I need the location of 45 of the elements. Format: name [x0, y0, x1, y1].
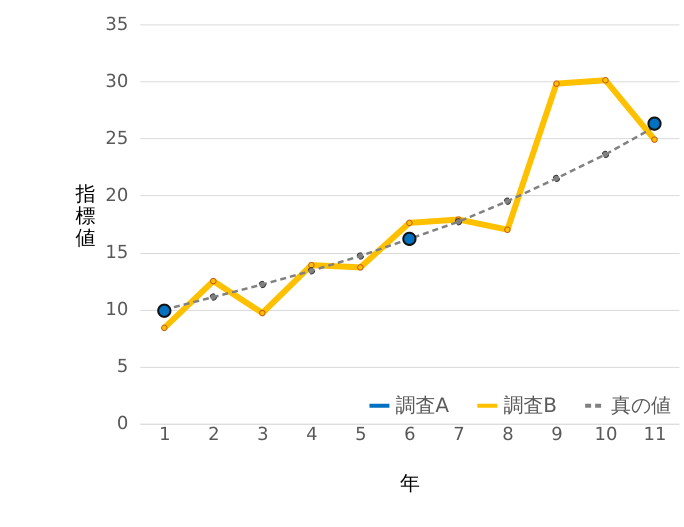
y-tick-label: 25	[105, 128, 128, 149]
x-tick-label: 6	[404, 424, 416, 446]
y-tick-label: 15	[105, 242, 128, 264]
x-tick-label: 7	[453, 424, 465, 446]
point	[210, 278, 217, 284]
point	[553, 80, 560, 87]
y-tick-label: 5	[116, 356, 128, 378]
x-tick-label: 10	[594, 424, 618, 446]
point	[258, 280, 266, 288]
x-tick-label: 9	[551, 424, 563, 446]
point	[454, 218, 462, 226]
point	[308, 267, 316, 274]
y-tick-label: 10	[105, 299, 128, 320]
legend-label: 調査B	[503, 392, 557, 417]
point	[357, 264, 364, 271]
legend-label: 調査A	[395, 392, 450, 417]
point	[259, 310, 266, 316]
x-tick-label: 4	[306, 424, 318, 446]
point	[602, 150, 610, 158]
y-tick-label: 30	[105, 70, 128, 92]
point	[504, 226, 511, 233]
x-tick-label: 11	[644, 424, 666, 446]
point	[308, 262, 315, 268]
point	[504, 198, 512, 205]
point	[356, 252, 364, 260]
x-tick-label: 2	[208, 424, 220, 446]
point	[161, 324, 168, 332]
y-tick-label: 35	[105, 14, 128, 35]
point	[552, 174, 560, 182]
point	[651, 136, 658, 143]
point	[210, 293, 217, 301]
y-tick-label: 20	[105, 185, 128, 206]
x-tick-label: 8	[502, 424, 514, 446]
x-tick-label: 1	[159, 424, 171, 446]
point	[602, 77, 609, 84]
y-tick-label: 0	[116, 413, 128, 434]
point	[157, 304, 172, 318]
x-tick-label: 3	[257, 424, 269, 446]
y-axis-title: 指標値	[74, 182, 96, 250]
legend-label: 真の値	[611, 392, 672, 417]
point	[406, 220, 413, 226]
point	[402, 232, 417, 246]
point	[647, 116, 662, 131]
x-axis-title: 年	[400, 471, 420, 496]
x-tick-label: 5	[355, 424, 367, 446]
